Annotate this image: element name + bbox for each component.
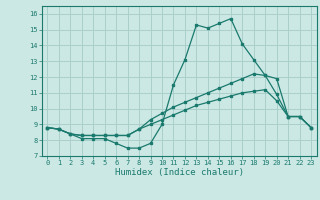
X-axis label: Humidex (Indice chaleur): Humidex (Indice chaleur) xyxy=(115,168,244,177)
